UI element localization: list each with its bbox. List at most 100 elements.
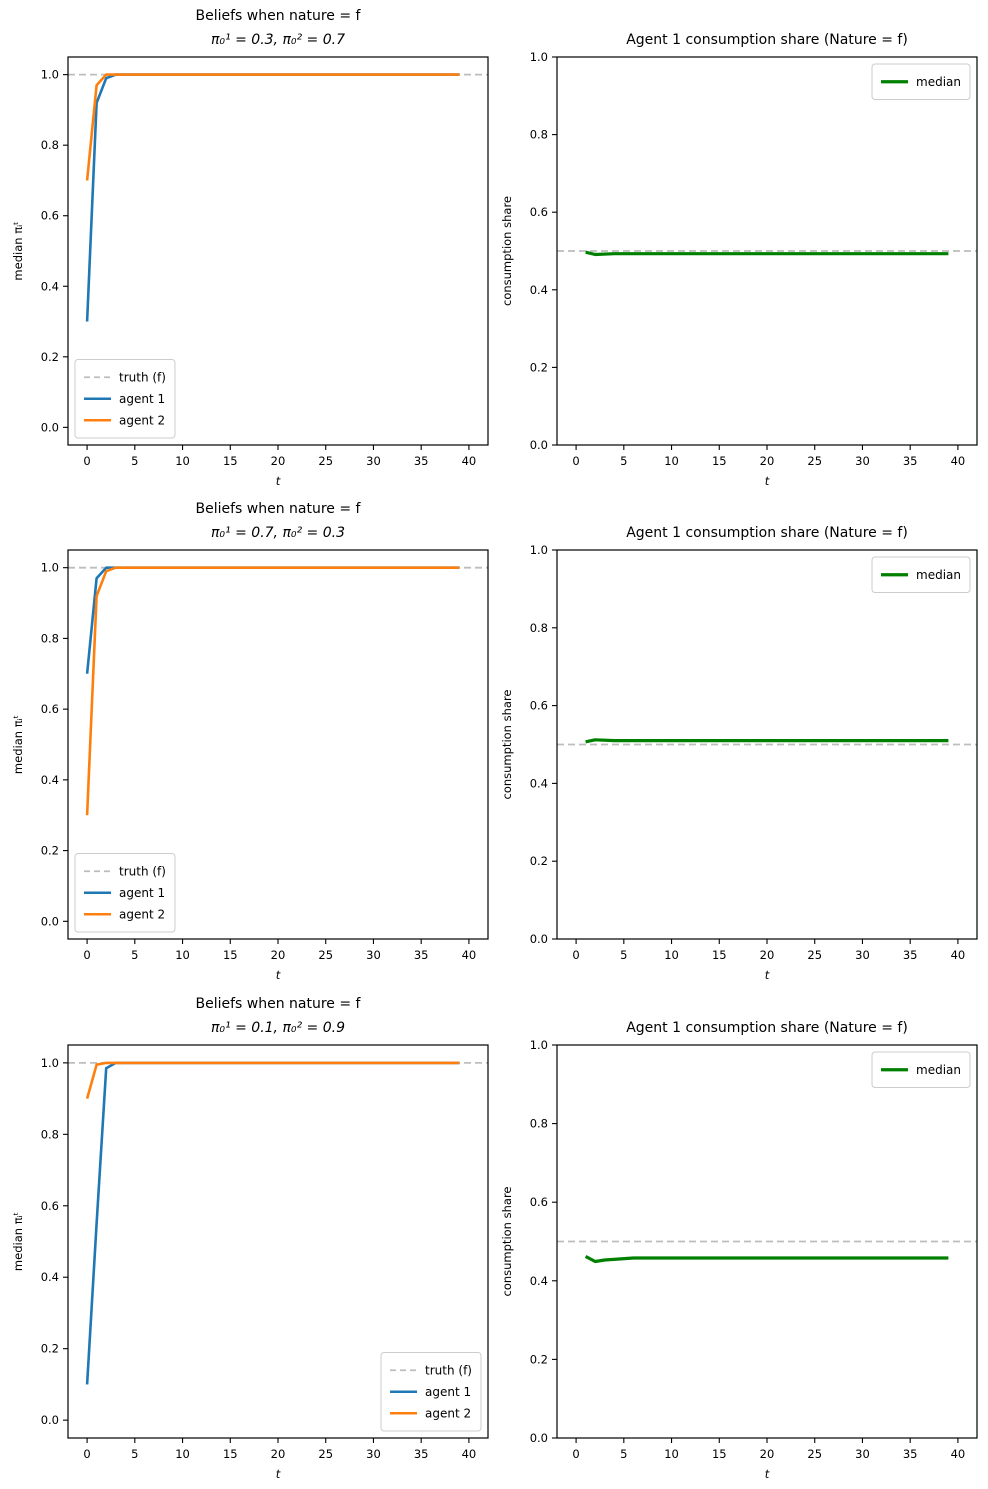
title-line: Agent 1 consumption share (Nature = f) <box>626 1020 908 1036</box>
y-axis-label: median πᵢᵗ <box>11 1212 25 1271</box>
x-tick-label: 30 <box>855 948 870 962</box>
line-median <box>585 250 949 257</box>
x-tick-label: 40 <box>462 1447 477 1461</box>
x-tick-label: 20 <box>271 1447 286 1461</box>
legend-box <box>871 556 971 593</box>
chart-consumption-1: 0 5 10 15 20 25 30 35 40 0.0 0.2 0.4 0.6 0.8 1.0 t consu… <box>500 50 978 488</box>
x-tick-label: 0 <box>83 454 90 468</box>
legend-label-agent-1: agent 1 <box>119 886 165 900</box>
title-line: Beliefs when nature = f <box>195 8 361 24</box>
x-tick-label: 40 <box>951 454 966 468</box>
title-consumption-3: Agent 1 consumption share (Nature = f) <box>557 1016 977 1040</box>
x-axis-label: t <box>276 474 281 488</box>
x-tick-label: 15 <box>712 454 727 468</box>
x-tick-label: 25 <box>318 454 333 468</box>
x-tick-label: 25 <box>318 1447 333 1461</box>
x-tick-label: 0 <box>83 948 90 962</box>
y-axis-label: consumption share <box>500 690 514 800</box>
legend-box <box>871 63 971 100</box>
axes-ticks: 0 5 10 15 20 25 30 35 40 0.0 0.2 0.4 0.6 0.8 1.0 <box>530 543 966 962</box>
x-tick-label: 25 <box>807 454 822 468</box>
axes-ticks: 0 5 10 15 20 25 30 35 40 0.0 0.2 0.4 0.6 0.8 1.0 <box>530 50 966 468</box>
x-tick-label: 30 <box>366 1447 381 1461</box>
x-tick-label: 25 <box>807 948 822 962</box>
x-tick-label: 25 <box>807 1447 822 1461</box>
y-tick-label: 0.4 <box>41 279 59 293</box>
x-tick-label: 40 <box>462 454 477 468</box>
x-tick-label: 15 <box>223 948 238 962</box>
x-tick-label: 10 <box>664 454 679 468</box>
y-tick-label: 0.6 <box>530 205 548 219</box>
chart-consumption-3: 0 5 10 15 20 25 30 35 40 0.0 0.2 0.4 0.6 0.8 1.0 t consu… <box>500 1038 978 1481</box>
x-tick-label: 5 <box>620 1447 627 1461</box>
x-tick-label: 25 <box>318 948 333 962</box>
y-tick-label: 0.4 <box>41 773 59 787</box>
y-tick-label: 0.0 <box>530 438 548 452</box>
x-tick-label: 10 <box>175 1447 190 1461</box>
y-tick-label: 0.4 <box>41 1270 59 1284</box>
y-tick-label: 0.8 <box>530 128 548 142</box>
title-consumption-1: Agent 1 consumption share (Nature = f) <box>557 28 977 52</box>
x-tick-label: 20 <box>271 948 286 962</box>
x-tick-label: 0 <box>572 454 579 468</box>
axes-ticks: 0 5 10 15 20 25 30 35 40 0.0 0.2 0.4 0.6 0.8 1.0 <box>41 68 477 468</box>
legend-beliefs-2: truth (f) agent 1 agent 2 <box>74 853 176 933</box>
x-tick-label: 5 <box>620 948 627 962</box>
axes-frame <box>556 549 978 940</box>
title-line: Agent 1 consumption share (Nature = f) <box>626 32 908 48</box>
axes-frame <box>67 549 489 940</box>
x-tick-label: 5 <box>131 948 138 962</box>
line-agent-1 <box>85 73 460 322</box>
y-tick-label: 1.0 <box>530 1038 548 1052</box>
legend-label-agent-2: agent 2 <box>119 413 165 427</box>
y-tick-label: 0.6 <box>41 702 59 716</box>
y-tick-label: 0.4 <box>530 1274 548 1288</box>
title-consumption-2: Agent 1 consumption share (Nature = f) <box>557 521 977 545</box>
legend-box <box>74 359 176 439</box>
x-tick-label: 40 <box>951 1447 966 1461</box>
y-tick-label: 0.2 <box>530 854 548 868</box>
x-tick-label: 20 <box>760 1447 775 1461</box>
legend-label-truth-f: truth (f) <box>119 370 166 384</box>
y-tick-label: 1.0 <box>41 1056 59 1070</box>
x-axis-label: t <box>765 968 770 982</box>
legend-label-median: median <box>916 568 961 582</box>
legend-label-agent-2: agent 2 <box>425 1406 471 1420</box>
y-axis-label: consumption share <box>500 196 514 306</box>
chart-beliefs-2: 0 5 10 15 20 25 30 35 40 0.0 0.2 0.4 0.6 0.8 1.0 t media… <box>11 549 489 982</box>
x-tick-label: 20 <box>271 454 286 468</box>
x-tick-label: 20 <box>760 454 775 468</box>
legend-label-median: median <box>916 1063 961 1077</box>
x-tick-label: 30 <box>366 948 381 962</box>
legend-consumption-1: median <box>871 63 971 100</box>
line-median <box>585 738 949 744</box>
y-tick-label: 0.8 <box>41 631 59 645</box>
legend-beliefs-1: truth (f) agent 1 agent 2 <box>74 359 176 439</box>
subtitle-line: π₀¹ = 0.1, π₀² = 0.9 <box>211 1020 345 1036</box>
title-line: Agent 1 consumption share (Nature = f) <box>626 525 908 541</box>
x-tick-label: 30 <box>855 1447 870 1461</box>
title-line: Beliefs when nature = f <box>195 996 361 1012</box>
x-tick-label: 30 <box>855 454 870 468</box>
y-tick-label: 0.2 <box>41 1342 59 1356</box>
x-tick-label: 35 <box>414 948 429 962</box>
legend-box <box>74 853 176 933</box>
y-tick-label: 0.6 <box>530 699 548 713</box>
y-axis-label: consumption share <box>500 1187 514 1297</box>
line-agent-1 <box>85 566 460 674</box>
title-beliefs-1: Beliefs when nature = f π₀¹ = 0.3, π₀² =… <box>68 4 488 52</box>
y-tick-label: 0.6 <box>530 1195 548 1209</box>
y-tick-label: 1.0 <box>530 50 548 64</box>
y-tick-label: 0.0 <box>530 932 548 946</box>
chart-consumption-2: 0 5 10 15 20 25 30 35 40 0.0 0.2 0.4 0.6 0.8 1.0 t consu… <box>500 543 978 982</box>
legend-box <box>871 1051 971 1088</box>
x-tick-label: 5 <box>131 1447 138 1461</box>
legend-beliefs-3: truth (f) agent 1 agent 2 <box>380 1352 482 1432</box>
x-axis-label: t <box>765 1467 770 1481</box>
x-tick-label: 10 <box>664 1447 679 1461</box>
legend-label-truth-f: truth (f) <box>119 864 166 878</box>
x-tick-label: 35 <box>903 454 918 468</box>
x-axis-label: t <box>765 474 770 488</box>
line-agent-2 <box>85 1061 460 1099</box>
y-tick-label: 0.2 <box>41 350 59 364</box>
